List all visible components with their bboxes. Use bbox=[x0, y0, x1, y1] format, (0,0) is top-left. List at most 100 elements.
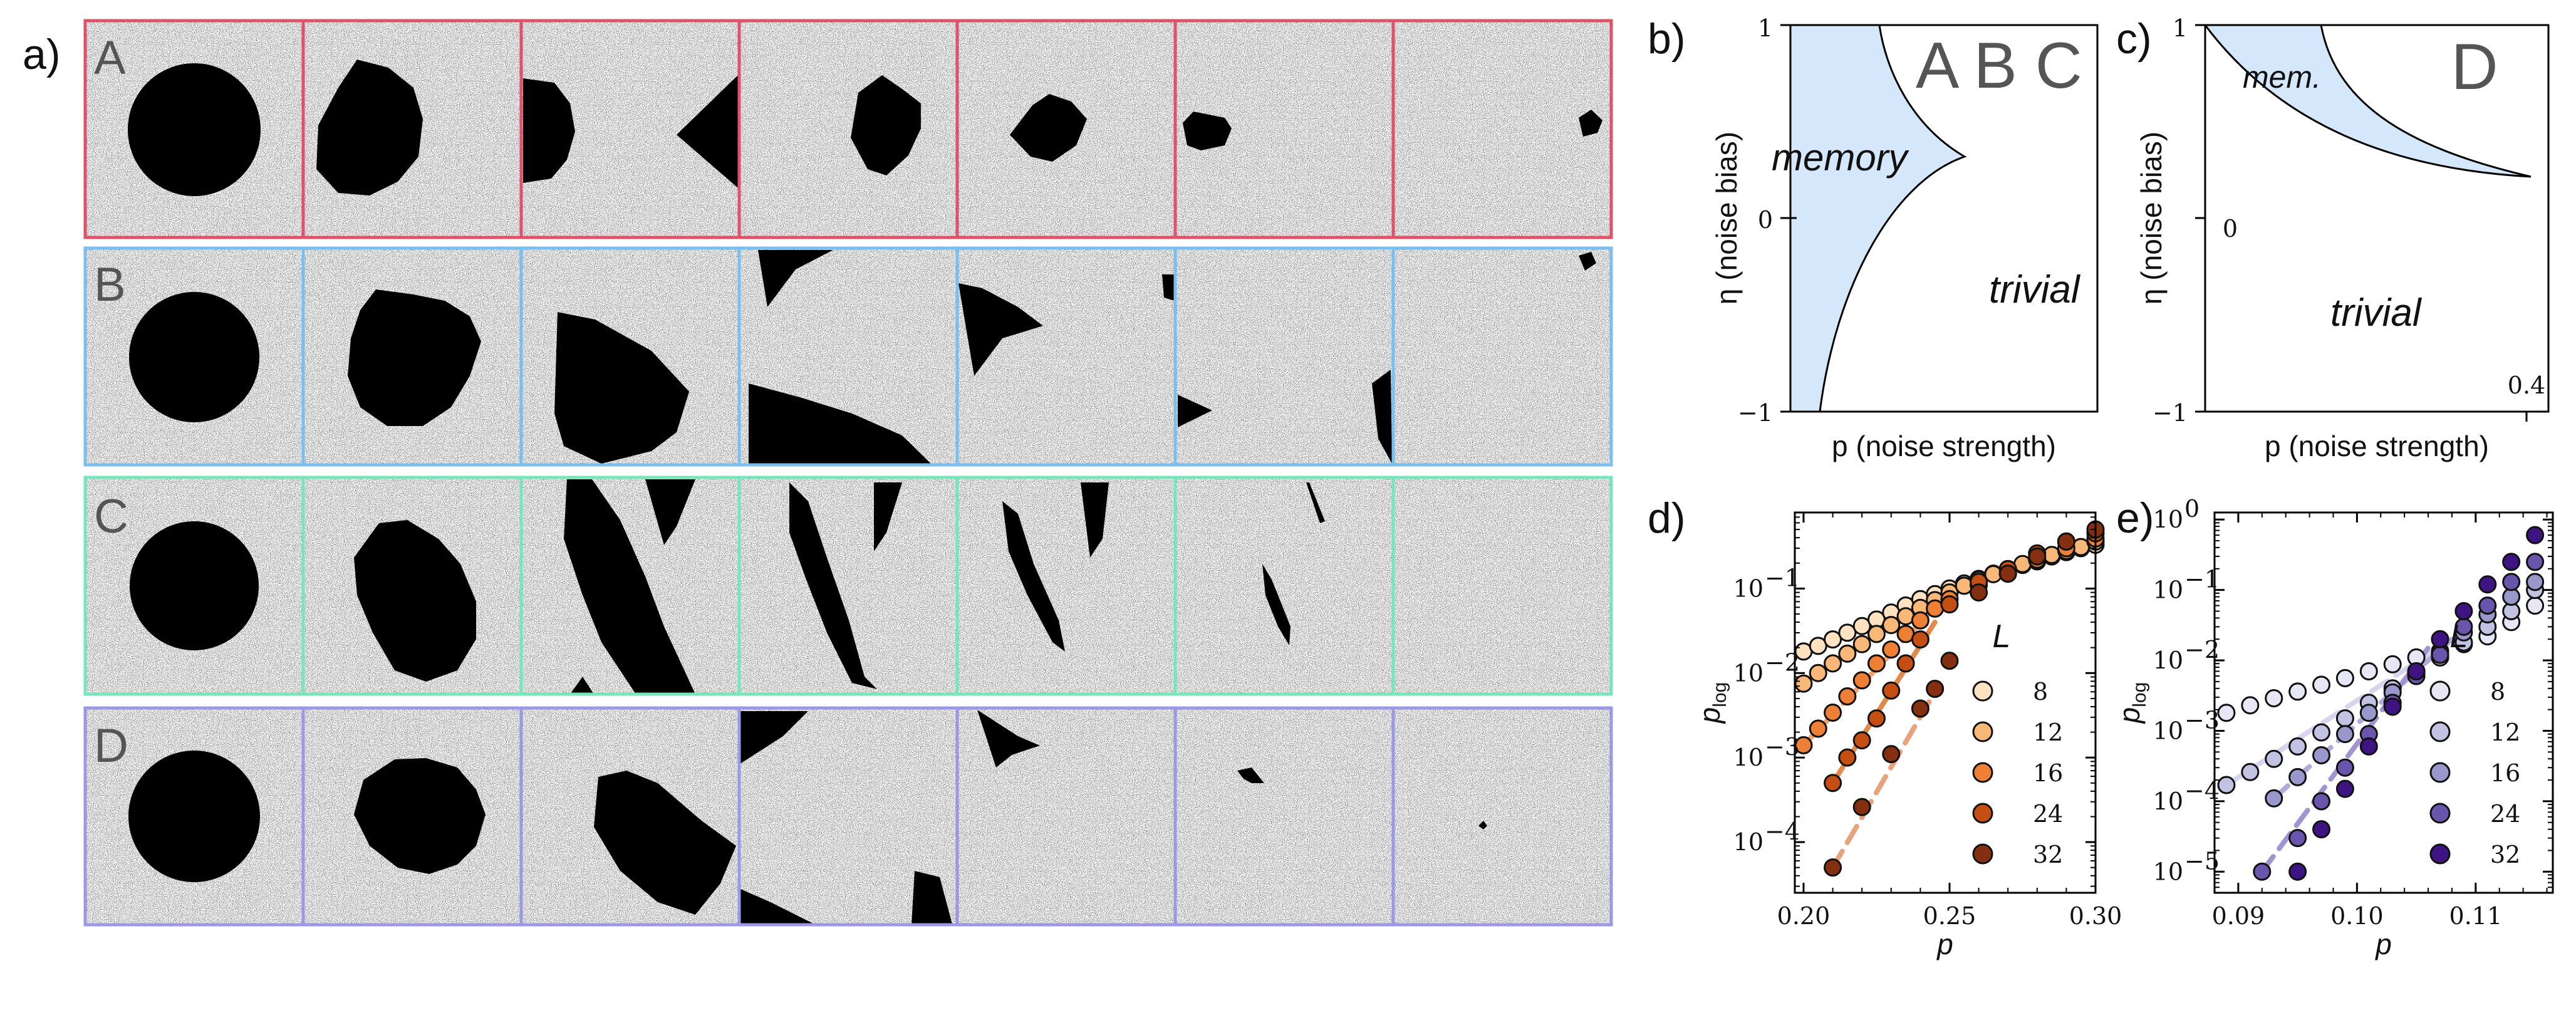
data-point-d-L32 bbox=[1998, 564, 2017, 583]
legend-label-e-L24: 24 bbox=[2490, 800, 2520, 828]
data-point-e-L16 bbox=[2265, 789, 2283, 808]
data-point-e-L8 bbox=[2335, 668, 2354, 687]
data-point-d-L32 bbox=[1882, 745, 1901, 764]
data-point-d-L24 bbox=[1911, 630, 1929, 649]
data-point-e-L8 bbox=[2288, 682, 2307, 701]
ytick-label-d: 10 bbox=[1733, 659, 1763, 687]
xlabel-e: p bbox=[2374, 928, 2392, 960]
data-point-e-L32 bbox=[2383, 697, 2402, 716]
ytick-label-e: 10 bbox=[2153, 576, 2183, 604]
data-point-e-L32 bbox=[2431, 630, 2449, 648]
row-a-backgrounds bbox=[85, 21, 1611, 237]
data-point-d-L32 bbox=[1824, 858, 1842, 877]
ytick-b-0: 0 bbox=[1758, 206, 1773, 234]
legend-marker-d-L24 bbox=[1972, 803, 1993, 824]
data-point-d-L24 bbox=[1867, 709, 1886, 728]
data-point-d-L8 bbox=[1838, 623, 1857, 642]
xtick-label-d: 0.25 bbox=[1923, 902, 1976, 930]
data-point-d-L24 bbox=[1896, 654, 1915, 673]
legend-marker-e-L32 bbox=[2429, 843, 2451, 865]
ytick-label-e: 10 bbox=[2153, 717, 2183, 744]
data-point-d-L16 bbox=[1882, 640, 1901, 659]
ytick-exponent-d: −3 bbox=[1765, 733, 1800, 761]
row-b-backgrounds bbox=[85, 248, 1611, 465]
ylabel-b: η (noise bias) bbox=[1710, 132, 1743, 304]
annotation-abc: A B C bbox=[1916, 29, 2082, 102]
panel-label-d: d) bbox=[1648, 494, 1685, 542]
data-point-d-L12 bbox=[1852, 635, 1871, 653]
legend-marker-d-L8 bbox=[1972, 680, 1993, 702]
region-label-trivial-c: trivial bbox=[2330, 291, 2423, 335]
data-point-d-L8 bbox=[1809, 637, 1827, 655]
tile-border-b-7 bbox=[1391, 246, 1613, 467]
data-point-e-L24 bbox=[2526, 553, 2545, 571]
phase-boundary-c-upper bbox=[2320, 24, 2532, 178]
data-point-d-L32 bbox=[1970, 583, 1988, 602]
data-point-d-L12 bbox=[1882, 616, 1901, 635]
panel-label-e: e) bbox=[2116, 494, 2154, 542]
ytick-b-m1: −1 bbox=[1738, 399, 1773, 427]
data-point-e-L24 bbox=[2335, 758, 2354, 777]
ytick-label-d: 10 bbox=[1733, 575, 1763, 602]
ytick-exponent-e: −2 bbox=[2184, 636, 2220, 663]
xtick-label-d: 0.30 bbox=[2069, 902, 2122, 930]
ytick-label-e: 10 bbox=[2153, 506, 2183, 533]
row-label-a: A bbox=[94, 31, 126, 85]
data-point-e-L16 bbox=[2335, 725, 2354, 744]
data-point-e-L24 bbox=[2502, 573, 2521, 591]
xlabel-d: p bbox=[1936, 928, 1953, 960]
data-point-e-L32 bbox=[2526, 526, 2545, 544]
axes-frame-e bbox=[2213, 511, 2554, 894]
data-point-d-L24 bbox=[1838, 748, 1857, 767]
data-point-d-L24 bbox=[1940, 595, 1959, 614]
legend-label-d-L24: 24 bbox=[2033, 800, 2063, 828]
axes-frame-d bbox=[1794, 511, 2097, 894]
data-point-e-L16 bbox=[2288, 767, 2307, 786]
legend-marker-e-L12 bbox=[2429, 721, 2451, 742]
data-point-e-L32 bbox=[2288, 862, 2307, 881]
legend-title-e: L bbox=[2450, 618, 2468, 655]
ytick-c-0: 0 bbox=[2223, 215, 2238, 242]
panel-label-a: a) bbox=[23, 31, 60, 78]
ytick-b-1: 1 bbox=[1758, 14, 1773, 42]
ytick-exponent-e: −1 bbox=[2184, 566, 2220, 593]
legend-label-e-L8: 8 bbox=[2490, 678, 2505, 705]
ytick-label-e: 10 bbox=[2153, 788, 2183, 815]
tile-border-d-7 bbox=[1391, 706, 1613, 927]
data-point-e-L8 bbox=[2383, 655, 2402, 674]
ylabel-e: plog bbox=[2113, 682, 2150, 725]
ytick-exponent-e: −5 bbox=[2184, 847, 2220, 875]
ytick-label-e: 10 bbox=[2153, 647, 2183, 674]
data-point-d-L24 bbox=[1882, 681, 1901, 700]
legend-marker-d-L12 bbox=[1972, 721, 1993, 742]
data-point-d-L16 bbox=[1911, 611, 1929, 630]
data-point-e-L16 bbox=[2526, 573, 2545, 591]
data-point-e-L12 bbox=[2335, 709, 2354, 728]
xtick-label-d: 0.20 bbox=[1777, 902, 1831, 930]
legend-label-e-L12: 12 bbox=[2490, 719, 2520, 746]
memory-region-b bbox=[1790, 25, 1965, 412]
legend-label-e-L32: 32 bbox=[2490, 841, 2520, 868]
phase-diagram-c: 1 0 −1 0.4 mem. trivial D p (noise stren… bbox=[2135, 14, 2550, 462]
data-point-e-L24 bbox=[2288, 829, 2307, 848]
data-point-d-L16 bbox=[1809, 719, 1827, 738]
ytick-label-e: 10 bbox=[2153, 858, 2183, 885]
ytick-c-1: 1 bbox=[2173, 14, 2188, 42]
phase-boundary-b bbox=[1819, 24, 1967, 412]
phase-diagram-b: 1 0 −1 memory trivial A B C p (noise str… bbox=[1710, 14, 2099, 462]
data-point-d-L32 bbox=[1940, 652, 1959, 670]
data-point-d-L32 bbox=[1911, 699, 1929, 718]
data-point-e-L32 bbox=[2407, 662, 2426, 680]
data-point-e-L24 bbox=[2478, 596, 2497, 615]
data-point-e-L32 bbox=[2502, 553, 2521, 571]
tile-border-a-7 bbox=[1391, 19, 1613, 239]
xtick-label-e: 0.11 bbox=[2449, 902, 2503, 930]
data-point-e-L32 bbox=[2359, 737, 2378, 756]
data-point-e-L12 bbox=[2217, 776, 2236, 794]
ytick-c-m1: −1 bbox=[2153, 399, 2188, 427]
legend-label-d-L32: 32 bbox=[2033, 841, 2063, 868]
ytick-exponent-d: −1 bbox=[1765, 564, 1800, 591]
